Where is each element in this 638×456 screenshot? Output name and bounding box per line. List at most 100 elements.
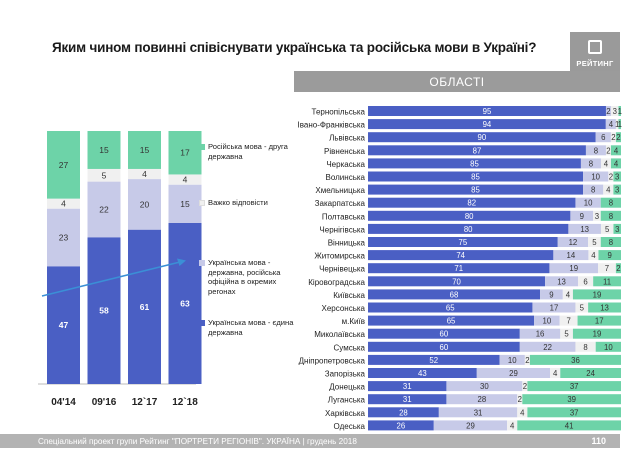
data-label: 28 [478, 395, 487, 404]
bar-segment [615, 119, 619, 130]
bar-segment [585, 145, 606, 156]
data-label: 61 [140, 302, 150, 312]
data-label: 3 [615, 186, 619, 195]
x-tick-label: 12`18 [172, 397, 198, 408]
data-label: 8 [609, 238, 613, 247]
data-label: 2 [518, 395, 522, 404]
region-label: Луганська [328, 396, 366, 405]
bar-segment [128, 168, 161, 180]
data-label: 4 [183, 175, 188, 185]
data-label: 15 [180, 199, 190, 209]
region-label: Волинська [326, 173, 366, 182]
data-label: 39 [567, 395, 576, 404]
bar-segment [610, 145, 621, 156]
data-label: 70 [452, 277, 461, 286]
bar-segment [600, 237, 621, 247]
data-label: 8 [591, 186, 595, 195]
bar-segment [368, 250, 554, 261]
data-label: 5 [592, 238, 597, 247]
bar-segment [519, 328, 561, 339]
data-label: 8 [609, 212, 613, 221]
bar-segment [368, 119, 606, 130]
bar-segment [368, 354, 500, 365]
region-label: Запорізька [325, 370, 366, 379]
region-label: Київська [333, 291, 365, 300]
region-label: Черкаська [326, 160, 365, 169]
region-label: Миколаївська [314, 330, 365, 339]
bar-segment [87, 237, 121, 384]
region-label: Рівненська [324, 147, 365, 156]
bar-segment [446, 381, 523, 392]
data-label: 22 [543, 343, 552, 352]
legend-swatch [199, 260, 205, 266]
bar-segment [524, 354, 530, 365]
data-label: 4 [609, 120, 614, 129]
region-label: Закарпатська [315, 199, 366, 208]
data-label: 13 [600, 304, 609, 313]
bar-segment [368, 210, 571, 221]
bar-segment [529, 354, 621, 365]
legend-swatch [199, 144, 205, 150]
data-label: 85 [471, 186, 480, 195]
bar-segment [598, 263, 616, 274]
bar-segment [593, 210, 601, 221]
logo-icon [588, 40, 602, 54]
bar-segment [168, 131, 202, 175]
data-label: 17 [550, 304, 559, 313]
data-label: 20 [140, 199, 150, 209]
bar-segment [87, 168, 121, 182]
bar-segment [568, 223, 601, 234]
bar-segment [47, 198, 80, 209]
region-label: Львівська [329, 134, 365, 143]
bar-segment [534, 315, 560, 326]
data-label: 3 [615, 225, 619, 234]
bar-segment [577, 276, 594, 287]
data-label: 5 [102, 170, 107, 180]
bar-segment [588, 302, 621, 313]
data-label: 3 [615, 173, 619, 182]
data-label: 65 [447, 317, 456, 326]
data-label: 1 [618, 120, 622, 129]
bar-segment [580, 158, 601, 169]
bar-segment [368, 106, 606, 116]
bar-segment [545, 276, 578, 287]
data-label: 41 [565, 421, 574, 430]
data-label: 47 [59, 320, 69, 330]
data-label: 3 [595, 212, 599, 221]
bar-segment [595, 341, 621, 352]
data-label: 19 [593, 330, 602, 339]
bar-segment [575, 197, 601, 208]
region-label: Кіровоградська [308, 278, 365, 287]
bar-segment [368, 381, 447, 392]
bar-segment [368, 368, 477, 378]
bar-segment [605, 145, 611, 156]
region-label: Херсонська [322, 304, 366, 313]
legend-swatch [199, 320, 205, 326]
bar-segment [613, 184, 621, 195]
data-label: 29 [466, 421, 475, 430]
bar-segment [527, 407, 621, 418]
data-label: 37 [570, 382, 579, 391]
bar-segment [557, 237, 589, 247]
bar-segment [517, 394, 523, 405]
data-label: 75 [459, 238, 468, 247]
data-label: 87 [473, 146, 482, 155]
data-label: 4 [606, 186, 611, 195]
data-label: 85 [471, 173, 480, 182]
bar-segment [600, 158, 611, 169]
bar-segment [522, 394, 621, 405]
data-label: 12 [569, 238, 578, 247]
data-label: 5 [580, 304, 585, 313]
regions-banner: ОБЛАСТІ [294, 71, 620, 92]
bar-segment [368, 341, 520, 352]
data-label: 37 [570, 408, 579, 417]
bar-segment [613, 223, 621, 234]
data-label: 15 [99, 145, 109, 155]
data-label: 8 [594, 146, 598, 155]
x-tick-label: 04'14 [51, 397, 76, 408]
data-label: 2 [616, 133, 620, 142]
data-label: 94 [483, 120, 492, 129]
data-label: 11 [603, 277, 611, 286]
bar-segment [368, 237, 558, 247]
